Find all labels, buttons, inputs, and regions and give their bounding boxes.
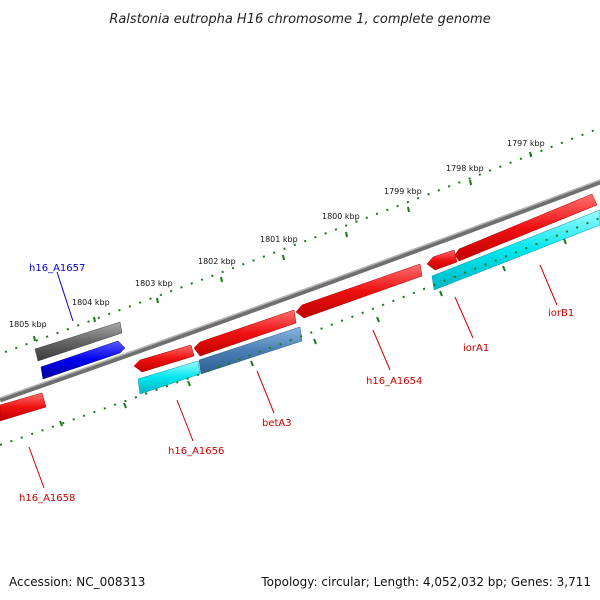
- chromosome-backbone-highlight: [0, 179, 600, 399]
- kbp-label-1797: 1797 kbp: [507, 139, 545, 148]
- kbp-label-1799: 1799 kbp: [384, 187, 422, 196]
- callout-lines: [28, 264, 558, 489]
- gene-iorB1-red[interactable]: [454, 193, 598, 262]
- gene-label-h16-a1658[interactable]: h16_A1658: [19, 493, 75, 504]
- gene-h16-a1656-red[interactable]: [133, 344, 195, 373]
- gene-label-h16-a1657[interactable]: h16_A1657: [29, 263, 85, 274]
- gene-label-betA3[interactable]: betA3: [262, 418, 292, 429]
- chromosome-backbone: [0, 179, 600, 403]
- gene-h16-a1657-blue[interactable]: [40, 340, 126, 380]
- map-title: Ralstonia eutropha H16 chromosome 1, com…: [109, 12, 490, 27]
- outer-tick-track: [4, 127, 600, 353]
- gene-betA3-steel[interactable]: [198, 326, 303, 375]
- kbp-label-1802: 1802 kbp: [198, 257, 236, 266]
- inner-major-ticks: [59, 238, 567, 427]
- gene-label-iorA1[interactable]: iorA1: [463, 343, 489, 354]
- outer-major-ticks: [33, 151, 532, 342]
- gene-h16-a1654[interactable]: [295, 263, 423, 319]
- kbp-label-1798: 1798 kbp: [446, 164, 484, 173]
- gene-label-h16-a1656[interactable]: h16_A1656: [168, 446, 224, 457]
- gene-label-h16-a1654[interactable]: h16_A1654: [366, 376, 422, 387]
- kbp-label-1805: 1805 kbp: [9, 320, 47, 329]
- gene-iorA1-red[interactable]: [426, 249, 458, 271]
- gene-label-iorB1[interactable]: iorB1: [548, 308, 574, 319]
- gene-h16-a1657-gray[interactable]: [34, 321, 123, 362]
- kbp-label-1803: 1803 kbp: [135, 279, 173, 288]
- accession-text: Accession: NC_008313: [9, 575, 145, 589]
- gene-h16-a1656-cyan[interactable]: [137, 360, 201, 395]
- gene-iorA1-cyan[interactable]: [431, 209, 600, 291]
- inner-tick-track: [0, 217, 600, 446]
- gene-betA3-red[interactable]: [193, 309, 297, 357]
- kbp-label-1801: 1801 kbp: [260, 235, 298, 244]
- kbp-label-1804: 1804 kbp: [72, 298, 110, 307]
- topology-text: Topology: circular; Length: 4,052,032 bp…: [260, 575, 591, 589]
- kbp-label-1800: 1800 kbp: [322, 212, 360, 221]
- gene-h16-a1658[interactable]: [0, 392, 47, 422]
